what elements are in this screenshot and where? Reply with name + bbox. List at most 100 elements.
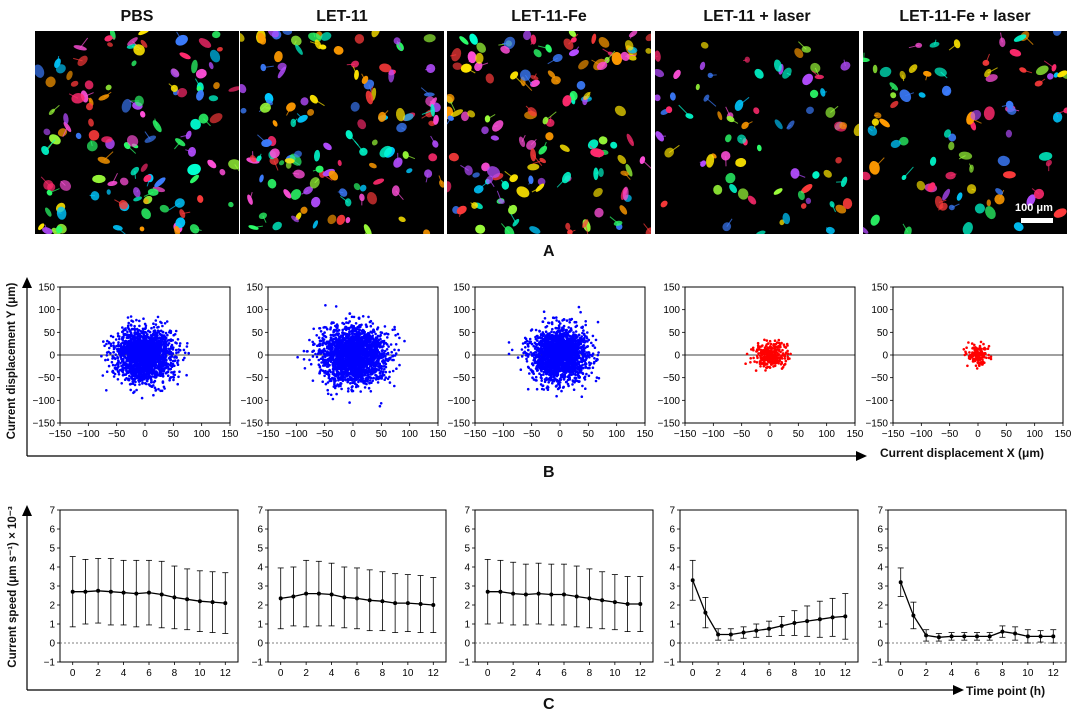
scatter-point — [122, 374, 125, 377]
scatter-point — [326, 389, 329, 392]
scatter-point — [157, 316, 160, 319]
scatter-point — [329, 351, 332, 354]
scatter-point — [107, 358, 110, 361]
scatter-point — [365, 383, 368, 386]
y-tick-label: −150 — [240, 419, 263, 430]
scatter-point — [139, 351, 142, 354]
scatter-point — [330, 322, 333, 325]
scatter-point — [182, 359, 185, 362]
scatter-point — [351, 329, 354, 332]
scatter-point — [177, 348, 180, 351]
scatter-point — [130, 332, 133, 335]
x-tick-label: −50 — [108, 429, 125, 440]
scatter-point — [363, 374, 366, 377]
scatter-point — [184, 352, 187, 355]
scatter-point — [383, 333, 386, 336]
scatter-point — [170, 368, 173, 371]
scatter-point — [126, 346, 129, 349]
scatter-point — [154, 354, 157, 357]
scatter-point — [130, 369, 133, 372]
scatter-point — [359, 365, 362, 368]
scatter-point — [363, 348, 366, 351]
scatter-point — [373, 352, 376, 355]
scatter-point — [127, 326, 130, 329]
scatter-point — [162, 331, 165, 334]
scatter-point — [105, 389, 108, 392]
scatter-point — [148, 371, 151, 374]
y-tick-label: 100 — [38, 305, 55, 316]
scatter-point — [390, 343, 393, 346]
scatter-point — [379, 405, 382, 408]
scatter-point — [166, 350, 169, 353]
scatter-point — [183, 349, 186, 352]
scatter-point — [351, 332, 354, 335]
scatter-point — [370, 350, 373, 353]
scatter-point — [152, 346, 155, 349]
scatter-point — [153, 326, 156, 329]
scatter-point — [352, 340, 355, 343]
scatter-point — [125, 351, 128, 354]
scatter-point — [360, 371, 363, 374]
scatter-point — [151, 366, 154, 369]
scatter-point — [146, 336, 149, 339]
scatter-point — [335, 329, 338, 332]
scatter-point — [368, 376, 371, 379]
scatter-point — [308, 359, 311, 362]
scatter-point — [142, 345, 145, 348]
scatter-point — [130, 383, 133, 386]
scatter-point — [122, 366, 125, 369]
scatter-point — [166, 334, 169, 337]
scatter-point — [122, 371, 125, 374]
scatter-point — [136, 328, 139, 331]
scatter-point — [374, 361, 377, 364]
scatter-point — [100, 355, 103, 358]
scatter-point — [337, 359, 340, 362]
scatter-point — [162, 338, 165, 341]
scatter-point — [167, 368, 170, 371]
scatter-point — [377, 362, 380, 365]
scatter-point — [154, 380, 157, 383]
scatter-point — [330, 334, 333, 337]
scatter-point — [185, 374, 188, 377]
x-tick-label: −150 — [257, 429, 280, 440]
scatter-point — [312, 379, 315, 382]
scatter-point — [125, 367, 128, 370]
scatter-point — [152, 394, 155, 397]
scatter-point — [391, 355, 394, 358]
y-tick-label: 0 — [257, 351, 263, 362]
scatter-point — [165, 345, 168, 348]
scatter-point — [327, 381, 330, 384]
scatter-point — [118, 373, 121, 376]
scatter-point — [365, 323, 368, 326]
scatter-point — [120, 353, 123, 356]
scatter-point — [128, 343, 131, 346]
scatter-point — [155, 388, 158, 391]
scatter-point — [352, 371, 355, 374]
scatter-point — [170, 371, 173, 374]
scatter-point — [148, 347, 151, 350]
scatter-point — [333, 329, 336, 332]
scatter-point — [134, 350, 137, 353]
scatter-point — [152, 322, 155, 325]
scatter-point — [147, 356, 150, 359]
scatter-point — [141, 373, 144, 376]
scatter-point — [321, 356, 324, 359]
scatter-point — [349, 382, 352, 385]
scatter-point — [127, 316, 130, 319]
scatter-point — [160, 361, 163, 364]
scatter-point — [391, 329, 394, 332]
scatter-point — [380, 354, 383, 357]
scatter-point — [111, 355, 114, 358]
scatter-point — [166, 320, 169, 323]
scatter-point — [177, 359, 180, 362]
scatter-point — [108, 365, 111, 368]
scatter-point — [141, 361, 144, 364]
scatter-point — [108, 347, 111, 350]
scatter-point — [111, 370, 114, 373]
scatter-point — [388, 371, 391, 374]
scatter-point — [111, 361, 114, 364]
scatter-point — [121, 360, 124, 363]
scatter-point — [156, 366, 159, 369]
